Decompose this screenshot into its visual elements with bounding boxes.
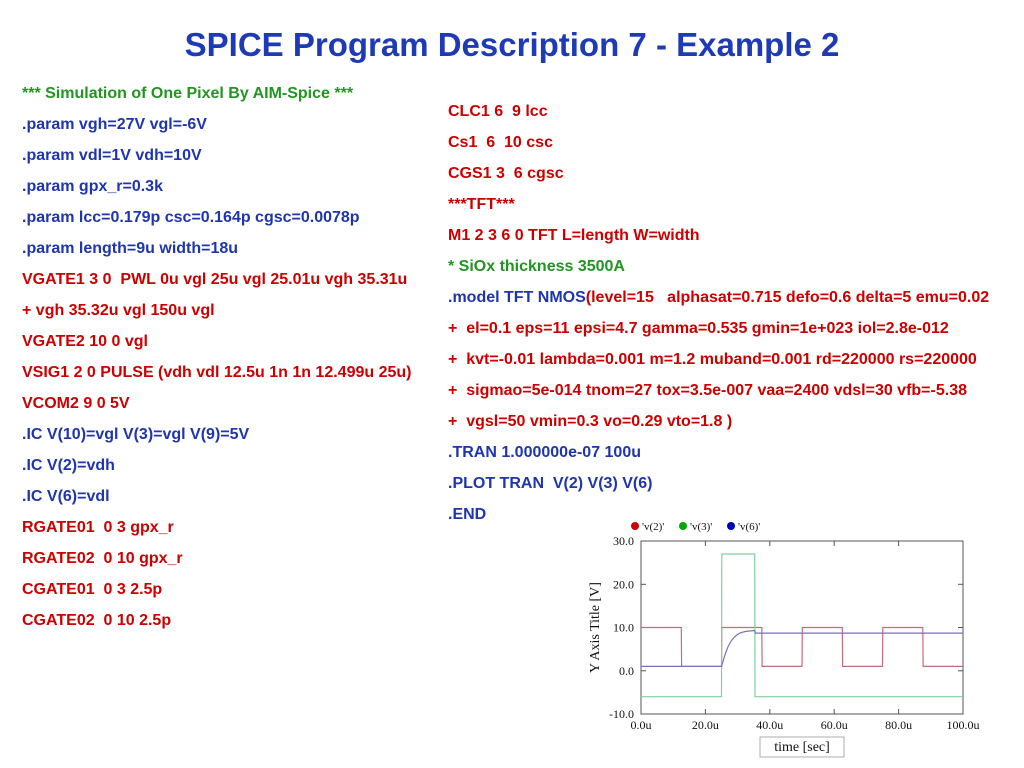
code-line: CGS1 3 6 cgsc bbox=[448, 165, 564, 182]
code-line: + vgsl=50 vmin=0.3 vo=0.29 vto=1.8 ) bbox=[448, 413, 733, 430]
page-title: SPICE Program Description 7 - Example 2 bbox=[184, 26, 840, 63]
legend-label: 'v(6)' bbox=[738, 521, 760, 533]
code-line: RGATE01 0 3 gpx_r bbox=[22, 519, 174, 536]
x-tick-label: 0.0u bbox=[631, 718, 652, 732]
series-v3 bbox=[641, 553, 963, 698]
code-line: .param vdl=1V vdh=10V bbox=[22, 147, 202, 164]
legend-dot bbox=[679, 522, 687, 530]
left-code-column: *** Simulation of One Pixel By AIM-Spice… bbox=[22, 78, 456, 636]
y-tick-label: 10.0 bbox=[613, 621, 634, 635]
legend-label: 'v(3)' bbox=[690, 521, 712, 533]
code-line: ***TFT*** bbox=[448, 196, 515, 213]
code-line: VCOM2 9 0 5V bbox=[22, 395, 130, 412]
code-line: .END bbox=[448, 506, 487, 523]
code-line: RGATE02 0 10 gpx_r bbox=[22, 550, 183, 567]
legend-label: 'v(2)' bbox=[642, 521, 664, 533]
code-line: CLC1 6 9 lcc bbox=[448, 103, 548, 120]
code-line: + el=0.1 eps=11 epsi=4.7 gamma=0.535 gmi… bbox=[448, 320, 949, 337]
code-line: + vgh 35.32u vgl 150u vgl bbox=[22, 302, 215, 319]
code-line: .param length=9u width=18u bbox=[22, 240, 239, 257]
code-line: * SiOx thickness 3500A bbox=[448, 258, 625, 275]
x-tick-label: 80.0u bbox=[885, 718, 912, 732]
code-line: M1 2 3 6 0 TFT L=length W=width bbox=[448, 227, 700, 244]
legend-dot bbox=[727, 522, 735, 530]
y-tick-label: 0.0 bbox=[619, 664, 634, 678]
y-axis-title: Y Axis Title [V] bbox=[588, 582, 603, 673]
code-line: + kvt=-0.01 lambda=0.001 m=1.2 muband=0.… bbox=[448, 351, 977, 368]
series-v6 bbox=[641, 629, 963, 667]
code-line: .PLOT TRAN V(2) V(3) V(6) bbox=[448, 475, 653, 492]
code-line: CGATE02 0 10 2.5p bbox=[22, 612, 172, 629]
code-line: .IC V(6)=vdl bbox=[22, 488, 110, 505]
code-line: .IC V(2)=vdh bbox=[22, 457, 115, 474]
code-line: CGATE01 0 3 2.5p bbox=[22, 581, 163, 598]
code-line: Cs1 6 10 csc bbox=[448, 134, 553, 151]
y-tick-label: -10.0 bbox=[609, 707, 634, 721]
code-segment: (level=15 alphasat=0.715 defo=0.6 delta=… bbox=[585, 289, 990, 306]
code-line: + sigmao=5e-014 tnom=27 tox=3.5e-007 vaa… bbox=[448, 382, 967, 399]
y-tick-label: 20.0 bbox=[613, 577, 634, 591]
x-axis-title: time [sec] bbox=[774, 740, 830, 755]
waveform-chart: 0.0u 20.0u 40.0u 60.0u 80.0u 100.0u -10.0 0.0 10… bbox=[588, 521, 980, 758]
code-line: .IC V(10)=vgl V(3)=vgl V(9)=5V bbox=[22, 426, 250, 443]
x-tick-label: 40.0u bbox=[756, 718, 783, 732]
code-segment: .model TFT NMOS bbox=[448, 289, 586, 306]
waveform-chart-area: 0.0u 20.0u 40.0u 60.0u 80.0u 100.0u -10.0 0.0 10… bbox=[585, 516, 1024, 768]
legend-dot bbox=[631, 522, 639, 530]
code-line: .param vgh=27V vgl=-6V bbox=[22, 116, 207, 133]
x-tick-label: 20.0u bbox=[692, 718, 719, 732]
right-code-column: CLC1 6 9 lcc Cs1 6 10 csc CGS1 3 6 cgsc ***… bbox=[448, 96, 1024, 530]
code-line: VGATE1 3 0 PWL 0u vgl 25u vgl 25.01u vgh… bbox=[22, 271, 408, 288]
x-tick-label: 60.0u bbox=[821, 718, 848, 732]
code-line: .param lcc=0.179p csc=0.164p cgsc=0.0078… bbox=[22, 209, 360, 226]
code-line: .param gpx_r=0.3k bbox=[22, 178, 163, 195]
x-axis-title-box bbox=[759, 736, 845, 758]
code-line: VSIG1 2 0 PULSE (vdh vdl 12.5u 1n 1n 12.… bbox=[22, 364, 412, 381]
code-line: .TRAN 1.000000e-07 100u bbox=[448, 444, 641, 461]
code-line: *** Simulation of One Pixel By AIM-Spice… bbox=[22, 85, 354, 102]
y-tick-label: 30.0 bbox=[613, 534, 634, 548]
code-line: .model TFT NMOS(level=15 alphasat=0.715 … bbox=[448, 282, 1024, 313]
x-tick-label: 100.0u bbox=[947, 718, 980, 732]
code-line: VGATE2 10 0 vgl bbox=[22, 333, 148, 350]
